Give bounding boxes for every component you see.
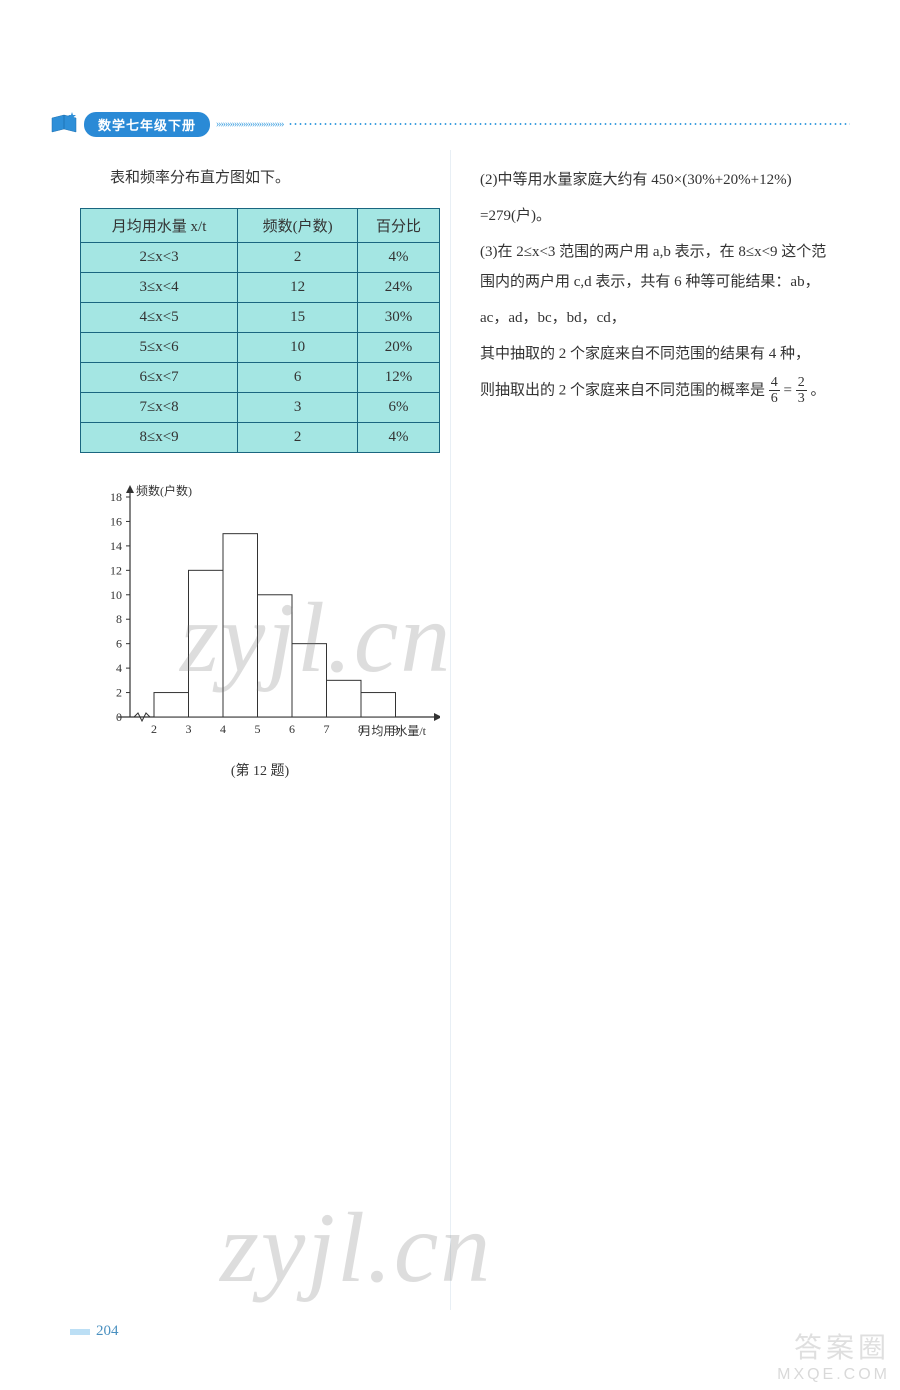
histogram-container: 246810121416180频数(户数)23456789月均用水量/t (第 … bbox=[80, 477, 440, 780]
svg-text:4: 4 bbox=[220, 722, 226, 736]
svg-text:频数(户数): 频数(户数) bbox=[136, 483, 192, 498]
page-number-bar bbox=[70, 1329, 90, 1335]
svg-text:10: 10 bbox=[110, 588, 122, 602]
svg-text:7: 7 bbox=[324, 722, 330, 736]
corner-watermark-line2: MXQE.COM bbox=[777, 1366, 890, 1384]
svg-text:18: 18 bbox=[110, 490, 122, 504]
svg-text:16: 16 bbox=[110, 514, 122, 528]
intro-text: 表和频率分布直方图如下。 bbox=[80, 165, 450, 192]
svg-text:12: 12 bbox=[110, 563, 122, 577]
header-chevrons: »»»»»»»»»»»»»»» bbox=[216, 118, 284, 130]
svg-text:8: 8 bbox=[116, 612, 122, 626]
histogram-caption: (第 12 题) bbox=[80, 760, 440, 780]
svg-text:3: 3 bbox=[186, 722, 192, 736]
page-header: 数学七年级下册 »»»»»»»»»»»»»»» bbox=[50, 110, 850, 138]
corner-watermark-line1: 答案圈 bbox=[777, 1326, 890, 1366]
header-dotted-line bbox=[288, 123, 850, 125]
answer-3-line1: (3)在 2≤x<3 范围的两户用 a,b 表示，在 8≤x<9 这个范围内的两… bbox=[480, 237, 830, 297]
table-row: 2≤x<324% bbox=[81, 243, 440, 273]
svg-text:6: 6 bbox=[116, 637, 122, 651]
svg-text:5: 5 bbox=[255, 722, 261, 736]
right-column: (2)中等用水量家庭大约有 450×(30%+20%+12%) =279(户)。… bbox=[480, 165, 830, 780]
corner-watermark: 答案圈 MXQE.COM bbox=[777, 1326, 890, 1384]
answer-2-line2: =279(户)。 bbox=[480, 201, 830, 231]
page-number: 204 bbox=[70, 1323, 119, 1340]
histogram-chart: 246810121416180频数(户数)23456789月均用水量/t bbox=[80, 477, 440, 747]
header-title-pill: 数学七年级下册 bbox=[84, 112, 210, 137]
watermark-2: zyjl.cn bbox=[220, 1190, 492, 1305]
fraction-2-3: 23 bbox=[796, 375, 807, 407]
svg-text:2: 2 bbox=[116, 686, 122, 700]
col-header: 月均用水量 x/t bbox=[81, 209, 238, 243]
answer-3-line2: ac，ad，bc，bd，cd， bbox=[480, 303, 830, 333]
fraction-4-6: 46 bbox=[769, 375, 780, 407]
col-header: 百分比 bbox=[358, 209, 440, 243]
answer-2-line1: (2)中等用水量家庭大约有 450×(30%+20%+12%) bbox=[480, 165, 830, 195]
content-columns: 表和频率分布直方图如下。 月均用水量 x/t 频数(户数) 百分比 2≤x<32… bbox=[80, 165, 840, 780]
svg-text:0: 0 bbox=[116, 710, 122, 724]
frequency-table: 月均用水量 x/t 频数(户数) 百分比 2≤x<324% 3≤x<41224%… bbox=[80, 208, 440, 453]
table-row: 6≤x<7612% bbox=[81, 363, 440, 393]
table-header-row: 月均用水量 x/t 频数(户数) 百分比 bbox=[81, 209, 440, 243]
table-row: 7≤x<836% bbox=[81, 393, 440, 423]
answer-3-line3: 其中抽取的 2 个家庭来自不同范围的结果有 4 种， bbox=[480, 339, 830, 369]
svg-text:14: 14 bbox=[110, 539, 122, 553]
table-row: 4≤x<51530% bbox=[81, 303, 440, 333]
svg-text:4: 4 bbox=[116, 661, 122, 675]
book-icon bbox=[50, 112, 80, 136]
left-column: 表和频率分布直方图如下。 月均用水量 x/t 频数(户数) 百分比 2≤x<32… bbox=[80, 165, 450, 780]
svg-text:月均用水量/t: 月均用水量/t bbox=[359, 724, 426, 738]
table-row: 8≤x<924% bbox=[81, 423, 440, 453]
answer-3-line4: 则抽取出的 2 个家庭来自不同范围的概率是 46 = 23 。 bbox=[480, 375, 830, 407]
table-row: 5≤x<61020% bbox=[81, 333, 440, 363]
svg-text:6: 6 bbox=[289, 722, 295, 736]
svg-text:2: 2 bbox=[151, 722, 157, 736]
table-row: 3≤x<41224% bbox=[81, 273, 440, 303]
col-header: 频数(户数) bbox=[238, 209, 358, 243]
